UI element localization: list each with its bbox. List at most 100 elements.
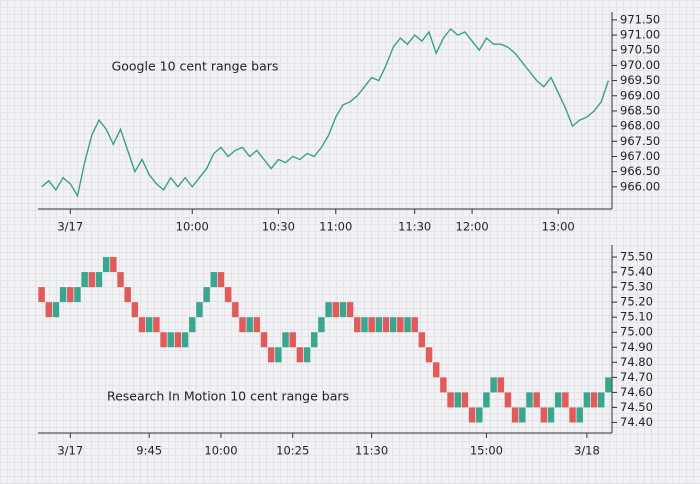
range-bar <box>533 392 540 408</box>
x-tick-label: 3/18 <box>574 444 600 458</box>
x-tick-label: 10:00 <box>204 444 237 458</box>
y-tick-label: 74.60 <box>620 385 653 399</box>
x-tick-label: 10:25 <box>276 444 309 458</box>
y-tick-label: 971.00 <box>620 28 660 42</box>
y-tick-label: 75.00 <box>620 325 653 339</box>
range-bar <box>311 332 318 348</box>
y-tick-label: 968.50 <box>620 103 660 117</box>
x-tick-label: 10:00 <box>176 220 209 234</box>
x-tick-label: 9:45 <box>136 444 162 458</box>
range-bar <box>511 407 519 423</box>
x-tick-label: 11:30 <box>355 444 388 458</box>
range-bar <box>160 332 167 348</box>
range-bar <box>540 407 548 423</box>
range-bar <box>95 272 103 288</box>
range-bar <box>117 272 124 288</box>
range-bar <box>454 392 461 408</box>
x-tick-label: 11:30 <box>398 220 431 234</box>
y-tick-label: 971.50 <box>620 12 660 26</box>
range-bar <box>590 392 598 408</box>
range-bar <box>332 302 339 318</box>
range-bar <box>483 392 490 408</box>
x-tick-label: 10:30 <box>262 220 295 234</box>
y-tick-label: 75.30 <box>620 280 653 294</box>
range-bar <box>88 272 96 288</box>
range-bar <box>397 317 404 333</box>
y-tick-label: 970.00 <box>620 58 660 72</box>
range-bar <box>504 392 512 408</box>
y-tick-label: 966.00 <box>620 179 660 193</box>
range-bar <box>562 392 569 408</box>
range-bar <box>440 377 447 393</box>
annotation: Google 10 cent range bars <box>112 59 279 74</box>
range-bar <box>526 392 533 408</box>
range-bar <box>203 287 210 303</box>
y-tick-label: 969.50 <box>620 73 660 87</box>
range-bar <box>425 347 433 363</box>
range-bar <box>432 362 440 378</box>
range-bar <box>110 257 117 273</box>
y-tick-label: 966.50 <box>620 164 660 178</box>
range-bar <box>189 317 196 333</box>
range-bar <box>598 392 605 408</box>
range-bar <box>361 317 368 333</box>
range-bar <box>124 287 131 303</box>
range-bar <box>67 287 74 303</box>
range-bar <box>246 317 253 333</box>
range-bar <box>447 392 454 408</box>
range-bar <box>275 347 282 363</box>
range-bar <box>354 317 361 333</box>
y-tick-label: 75.50 <box>620 250 653 264</box>
range-bar <box>569 407 576 423</box>
range-bar <box>267 347 275 363</box>
range-bar <box>318 317 325 333</box>
y-tick-label: 74.90 <box>620 340 653 354</box>
range-bar <box>547 407 555 423</box>
price-line <box>41 27 610 198</box>
range-bar <box>52 302 60 318</box>
range-bar <box>253 317 261 333</box>
range-bar <box>131 302 139 318</box>
range-bar <box>296 347 304 363</box>
range-bar <box>81 272 88 288</box>
y-tick-label: 75.20 <box>620 295 653 309</box>
range-bar <box>145 317 153 333</box>
range-bar <box>153 317 160 333</box>
annotation: Research In Motion 10 cent range bars <box>107 389 349 404</box>
range-bar <box>232 302 239 318</box>
range-bar <box>519 407 526 423</box>
x-tick-label: 3/17 <box>57 220 83 234</box>
range-bar <box>38 287 45 303</box>
range-bar <box>461 392 469 408</box>
x-tick-label: 12:00 <box>456 220 489 234</box>
range-bar <box>490 377 497 393</box>
range-bar <box>346 302 354 318</box>
range-bar <box>59 287 67 303</box>
range-bar <box>174 332 182 348</box>
range-bar <box>303 347 311 363</box>
range-bar <box>138 317 146 333</box>
range-bar <box>239 317 246 333</box>
x-tick-label: 13:00 <box>542 220 575 234</box>
range-bar <box>45 302 52 318</box>
range-bar <box>554 392 562 408</box>
range-bar <box>282 332 289 348</box>
y-tick-label: 74.80 <box>620 355 653 369</box>
range-bar <box>339 302 347 318</box>
range-bar <box>210 272 218 288</box>
y-tick-label: 967.50 <box>620 134 660 148</box>
range-bar <box>576 407 583 423</box>
y-tick-label: 967.00 <box>620 149 660 163</box>
range-bar <box>476 407 483 423</box>
x-tick-label: 11:00 <box>319 220 352 234</box>
range-bar <box>382 317 390 333</box>
range-bar <box>468 407 476 423</box>
range-bar <box>605 377 612 393</box>
range-bar <box>325 302 332 318</box>
x-tick-label: 3/17 <box>57 444 83 458</box>
range-bar <box>497 377 505 393</box>
range-bar <box>289 332 296 348</box>
range-bar <box>583 392 591 408</box>
range-bar <box>196 302 203 318</box>
